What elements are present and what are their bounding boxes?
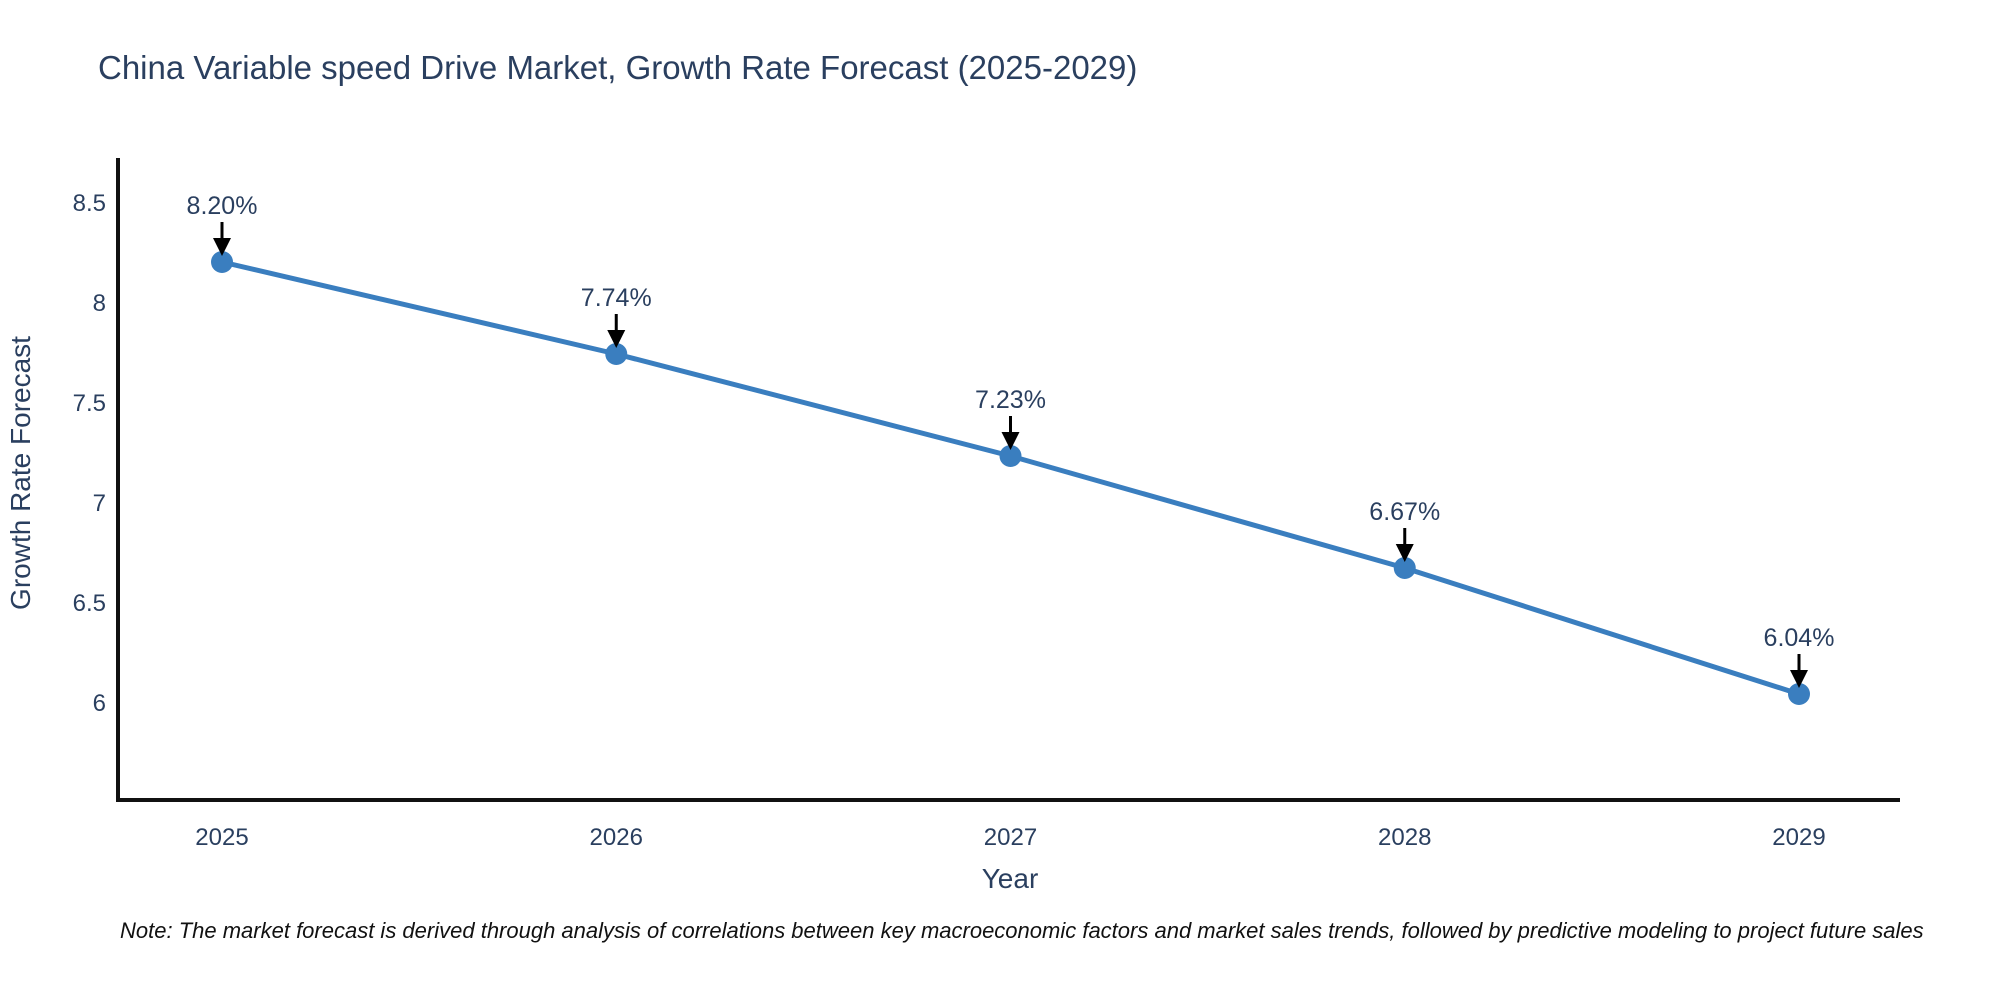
data-point-marker[interactable] bbox=[1788, 683, 1810, 705]
data-point-label: 8.20% bbox=[187, 192, 258, 220]
y-tick-label: 8 bbox=[93, 290, 106, 317]
footnote: Note: The market forecast is derived thr… bbox=[120, 918, 1924, 943]
annotation-arrow-head bbox=[213, 238, 231, 256]
data-point-marker[interactable] bbox=[211, 251, 233, 273]
data-point-marker[interactable] bbox=[1393, 557, 1416, 579]
data-point-label: 6.67% bbox=[1369, 498, 1440, 526]
point-annotations: 8.20% 7.74% 7.23% 6.67% 6.04% bbox=[187, 192, 1835, 688]
chart-title: China Variable speed Drive Market, Growt… bbox=[98, 49, 1137, 86]
x-tick-label: 2027 bbox=[984, 824, 1037, 851]
x-tick-labels: 2025 2026 2027 2028 2029 bbox=[195, 824, 1825, 851]
annotation-arrow-head bbox=[1001, 432, 1020, 450]
x-axis-title: Year bbox=[982, 863, 1039, 894]
data-point-label: 7.74% bbox=[581, 284, 652, 312]
y-tick-label: 7 bbox=[93, 490, 106, 517]
x-tick-label: 2026 bbox=[590, 824, 643, 851]
annotation-arrow-head bbox=[1395, 544, 1414, 562]
data-point-marker[interactable] bbox=[999, 445, 1022, 467]
x-tick-label: 2028 bbox=[1378, 824, 1431, 851]
y-tick-label: 6 bbox=[93, 690, 106, 717]
data-point-label: 7.23% bbox=[975, 386, 1046, 414]
y-tick-label: 6.5 bbox=[73, 590, 106, 617]
x-tick-label: 2029 bbox=[1772, 824, 1825, 851]
y-tick-label: 7.5 bbox=[73, 390, 106, 417]
y-axis-title: Growth Rate Forecast bbox=[5, 336, 36, 610]
data-point-label: 6.04% bbox=[1764, 624, 1835, 652]
data-point-marker[interactable] bbox=[605, 343, 628, 365]
y-tick-labels: 8.5 8 7.5 7 6.5 6 bbox=[73, 190, 106, 717]
data-series bbox=[211, 251, 1810, 705]
annotation-arrow-head bbox=[1790, 670, 1808, 688]
x-tick-label: 2025 bbox=[195, 824, 248, 851]
y-tick-label: 8.5 bbox=[73, 190, 106, 217]
series-line bbox=[219, 259, 1802, 697]
annotation-arrow-head bbox=[607, 330, 626, 348]
